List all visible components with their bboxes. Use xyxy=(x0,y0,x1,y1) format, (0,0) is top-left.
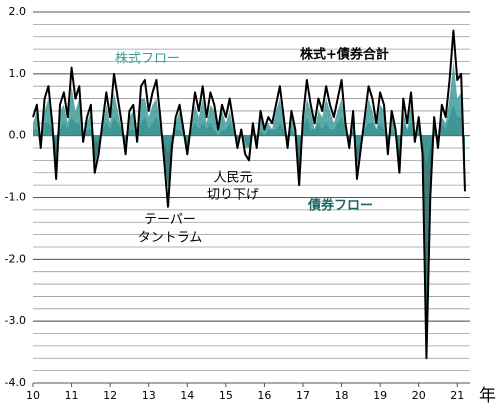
y-tick-label: 2.0 xyxy=(9,5,27,18)
grid: 2.0 1.0 0.0 -1.0 -2.0 -3.0 -4.010 11 12 13 14 15 16 1… xyxy=(5,5,470,402)
y-tick-label: 0.0 xyxy=(9,129,27,142)
x-tick-label: 15 xyxy=(219,389,233,402)
line xyxy=(32,29,466,360)
x-axis-label: 年 xyxy=(479,386,496,406)
y-tick-label: -3.0 xyxy=(5,314,26,327)
x-tick-label: 20 xyxy=(412,389,426,402)
y-tick-label: 1.0 xyxy=(9,67,27,80)
x-tick-label: 17 xyxy=(296,389,310,402)
annotation: 債券フロー xyxy=(307,198,373,214)
annotation: 株式フロー xyxy=(115,52,180,67)
x-tick-label: 12 xyxy=(103,389,117,402)
x-tick-label: 14 xyxy=(180,389,194,402)
x-tick-label: 18 xyxy=(335,389,349,402)
x-tick-label: 11 xyxy=(65,389,79,402)
plot xyxy=(32,29,466,360)
x-tick-label: 10 xyxy=(26,389,40,402)
annotation: 人民元 xyxy=(213,171,252,186)
x-tick-label: 19 xyxy=(373,389,387,402)
annotation: タントラム xyxy=(138,231,203,246)
annotation: 株式+債券合計 xyxy=(300,47,389,63)
x-tick-label: 21 xyxy=(450,389,464,402)
y-tick-label: -1.0 xyxy=(5,191,26,204)
y-tick-label: -4.0 xyxy=(5,376,26,389)
x-tick-label: 16 xyxy=(257,389,271,402)
area xyxy=(33,61,465,167)
annotation: 切り下げ xyxy=(207,188,259,203)
y-tick-label: -2.0 xyxy=(5,252,26,265)
area xyxy=(33,104,465,328)
x-tick-label: 13 xyxy=(142,389,156,402)
annotation: テーパー xyxy=(144,213,196,228)
